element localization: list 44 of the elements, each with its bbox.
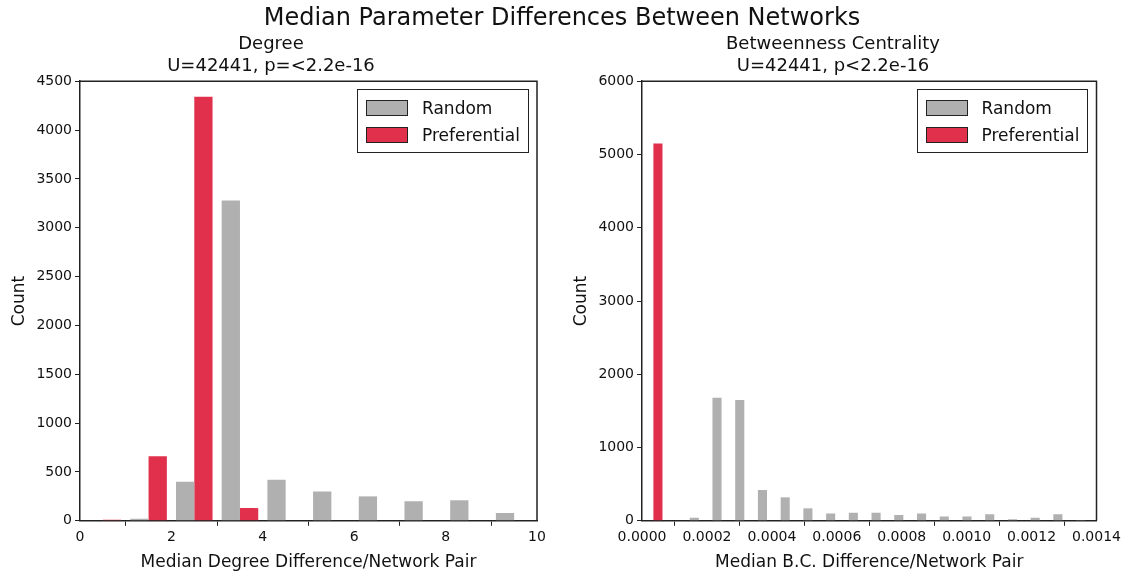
text: Median Parameter Differences Between Networks	[262, 2, 862, 33]
y-tick-label: 3500	[36, 169, 73, 186]
x-axis-title: Median B.C. Difference/Network Pair	[715, 551, 1024, 572]
legend-label: Random	[981, 97, 1052, 118]
y-tick-label: 2000	[598, 364, 635, 381]
x-tick-label: 6	[349, 527, 359, 544]
x-tick-label: 0.0000	[617, 527, 667, 544]
x-tick-label: 4	[258, 527, 268, 544]
x-tick-label: 0.0002	[682, 527, 732, 544]
y-tick-label: 1500	[36, 364, 73, 381]
x-tick-label: 10	[528, 527, 546, 544]
y-tick-label: 0	[63, 511, 73, 528]
x-tick-label: 8	[441, 527, 451, 544]
chart-title: Degree	[238, 32, 304, 54]
y-tick-label: 5000	[598, 145, 635, 162]
x-tick-label: 0.0010	[942, 527, 992, 544]
chart-title: Betweenness Centrality	[726, 32, 941, 54]
x-tick-label: 0.0006	[812, 527, 862, 544]
x-tick-label: 0	[75, 527, 85, 544]
y-tick-label: 3000	[36, 218, 73, 235]
x-tick-label: 0.0014	[1072, 527, 1122, 544]
y-tick-label: 500	[45, 462, 73, 479]
y-axis-title: Count	[7, 275, 28, 327]
y-axis-title: Count	[569, 275, 590, 327]
y-tick-label: 2000	[36, 316, 73, 333]
legend-label: Preferential	[422, 124, 520, 145]
y-tick-label: 0	[625, 511, 635, 528]
y-tick-label: 6000	[598, 71, 635, 88]
x-tick-label: 0.0012	[1007, 527, 1057, 544]
legend-label: Preferential	[981, 124, 1080, 145]
y-tick-label: 1000	[598, 438, 635, 455]
chart-subtitle: U=42441, p=<2.2e-16	[167, 54, 375, 76]
x-tick-label: 0.0004	[747, 527, 797, 544]
y-tick-label: 1000	[36, 413, 73, 430]
y-tick-label: 4000	[598, 218, 635, 235]
y-tick-label: 2500	[36, 267, 73, 284]
y-tick-label: 4000	[36, 120, 73, 137]
x-tick-label: 0.0008	[877, 527, 927, 544]
y-tick-label: 3000	[598, 291, 635, 308]
x-axis-title: Median Degree Difference/Network Pair	[140, 551, 477, 572]
y-tick-label: 4500	[36, 71, 73, 88]
legend-label: Random	[422, 97, 493, 118]
chart-subtitle: U=42441, p<2.2e-16	[736, 54, 930, 76]
x-tick-label: 2	[166, 527, 176, 544]
